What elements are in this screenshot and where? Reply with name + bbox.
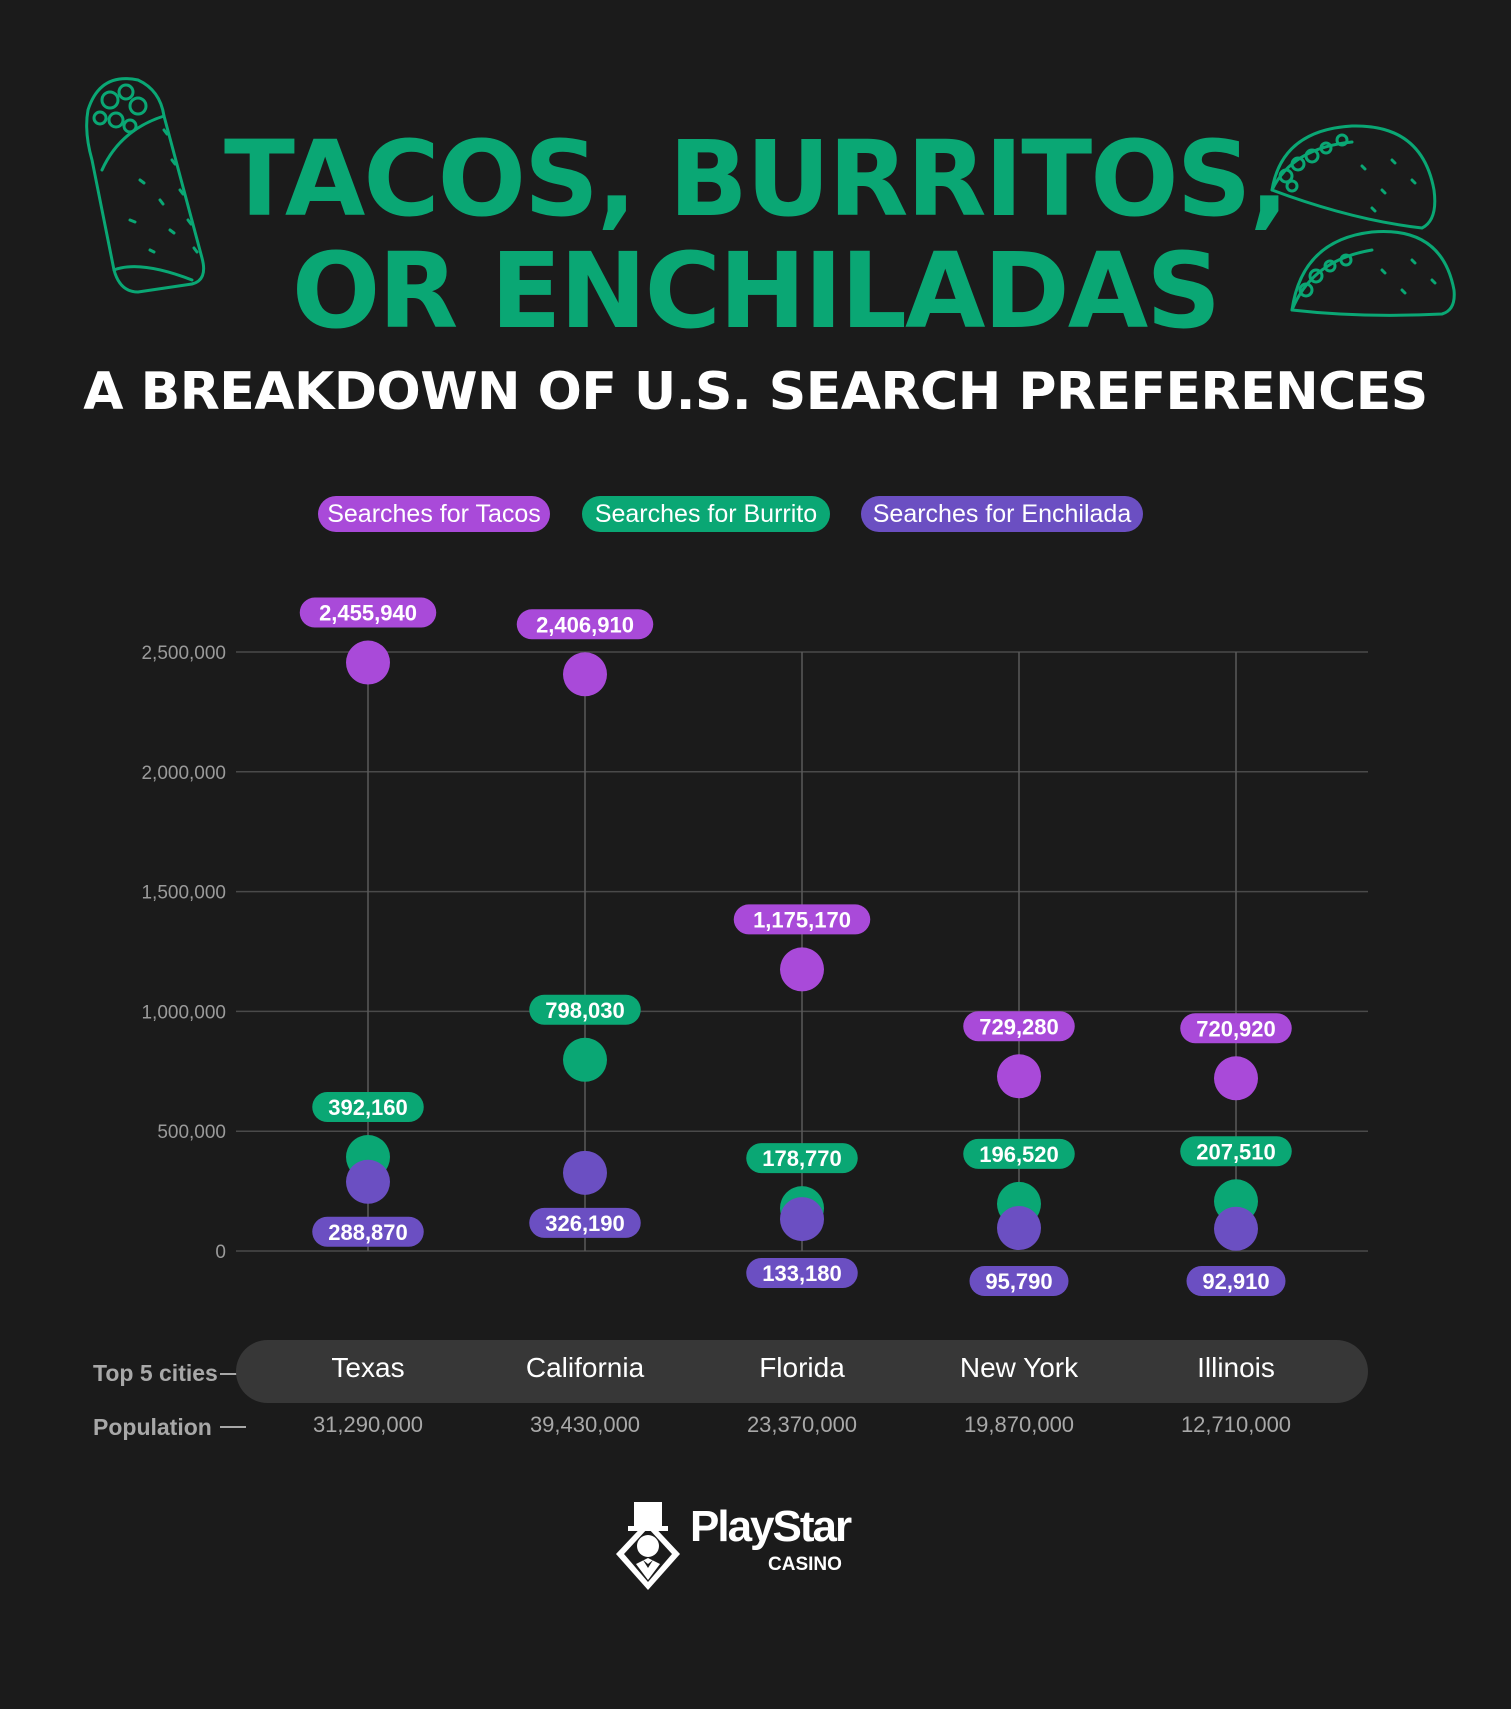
value-label-burrito-california: 798,030 (545, 998, 625, 1023)
value-pill-tacos-illinois (1180, 1013, 1292, 1044)
playstar-mascot-icon (616, 1502, 680, 1590)
population-label: Population (93, 1414, 212, 1440)
value-pill-enchilada-california (529, 1207, 641, 1238)
dot-tacos-florida (780, 947, 824, 992)
ytick-label-5: 2,500,000 (141, 643, 226, 664)
dot-tacos-california (563, 652, 607, 697)
value-pill-enchilada-new-york (969, 1266, 1069, 1296)
city-name-florida: Florida (759, 1352, 845, 1383)
legend-burrito: Searches for Burrito (582, 496, 830, 532)
dot-enchilada-texas (346, 1159, 390, 1204)
population-florida: 23,370,000 (746, 1412, 858, 1437)
legend-tacos: Searches for Tacos (318, 496, 550, 532)
value-pill-burrito-new-york (963, 1138, 1075, 1169)
value-pill-tacos-california (516, 609, 654, 640)
value-label-enchilada-new-york: 95,790 (985, 1269, 1052, 1294)
dot-plot: 0 500,000 1,000,000 1,500,000 2,000,000 2,500… (141, 597, 1368, 1296)
population-label-dash (220, 1426, 246, 1428)
tacos-illustration-icon (1270, 124, 1456, 317)
value-label-tacos-texas: 2,455,940 (319, 601, 417, 626)
xaxis-label: Top 5 cities (93, 1360, 218, 1386)
city-name-illinois: Illinois (1197, 1352, 1275, 1383)
dot-tacos-new-york (997, 1054, 1041, 1099)
title-line-1: TACOS, BURRITOS, (223, 118, 1289, 240)
brand-sub: CASINO (768, 1554, 842, 1575)
value-label-tacos-california: 2,406,910 (536, 612, 634, 637)
burrito-illustration-icon (85, 77, 206, 294)
value-pill-burrito-florida (746, 1143, 858, 1174)
dot-enchilada-florida (780, 1197, 824, 1242)
value-label-burrito-texas: 392,160 (328, 1095, 408, 1120)
value-label-tacos-illinois: 720,920 (1196, 1016, 1276, 1041)
legend-enchilada: Searches for Enchilada (861, 496, 1143, 532)
ytick-label-4: 2,000,000 (141, 763, 226, 784)
value-pill-enchilada-illinois (1186, 1266, 1286, 1296)
brand-name: PlayStar (690, 1502, 852, 1551)
value-pill-enchilada-florida (746, 1258, 858, 1288)
dot-enchilada-california (563, 1150, 607, 1195)
ytick-label-3: 1,500,000 (141, 883, 226, 904)
value-label-burrito-illinois: 207,510 (1196, 1139, 1276, 1164)
city-name-texas: Texas (331, 1352, 405, 1383)
title-line-2: OR ENCHILADAS (291, 230, 1221, 352)
city-name-california: California (525, 1352, 645, 1383)
value-pill-burrito-illinois (1180, 1136, 1292, 1167)
population-illinois: 12,710,000 (1180, 1412, 1292, 1437)
value-pill-enchilada-texas (312, 1216, 424, 1247)
ytick-label-1: 500,000 (157, 1122, 226, 1143)
value-label-burrito-new-york: 196,520 (979, 1142, 1059, 1167)
value-pill-tacos-florida (733, 904, 871, 935)
dot-burrito-california (563, 1037, 607, 1082)
value-label-enchilada-florida: 133,180 (762, 1261, 842, 1286)
value-pill-tacos-new-york (963, 1011, 1075, 1042)
ytick-label-0: 0 (215, 1242, 226, 1263)
city-bar (236, 1340, 1368, 1403)
value-label-enchilada-california: 326,190 (545, 1211, 625, 1236)
population-texas: 31,290,000 (312, 1412, 424, 1437)
value-label-enchilada-illinois: 92,910 (1202, 1269, 1269, 1294)
subtitle: A BREAKDOWN OF U.S. SEARCH PREFERENCES (83, 362, 1428, 422)
dot-tacos-illinois (1214, 1056, 1258, 1101)
population-california: 39,430,000 (529, 1412, 641, 1437)
dot-tacos-texas (346, 640, 390, 685)
dot-enchilada-illinois (1214, 1206, 1258, 1251)
value-label-enchilada-texas: 288,870 (328, 1220, 408, 1245)
population-new-york: 19,870,000 (963, 1412, 1075, 1437)
value-pill-burrito-texas (312, 1092, 424, 1123)
value-label-tacos-florida: 1,175,170 (753, 907, 851, 932)
value-label-burrito-florida: 178,770 (762, 1146, 842, 1171)
value-pill-tacos-texas (299, 597, 437, 628)
city-name-new-york: New York (959, 1352, 1079, 1383)
value-pill-burrito-california (529, 994, 641, 1025)
xaxis-label-dash (220, 1373, 246, 1375)
ytick-label-2: 1,000,000 (141, 1002, 226, 1023)
dot-enchilada-new-york (997, 1206, 1041, 1251)
brand-logo: PlayStar CASINO (612, 1498, 852, 1594)
value-label-tacos-new-york: 729,280 (979, 1014, 1059, 1039)
